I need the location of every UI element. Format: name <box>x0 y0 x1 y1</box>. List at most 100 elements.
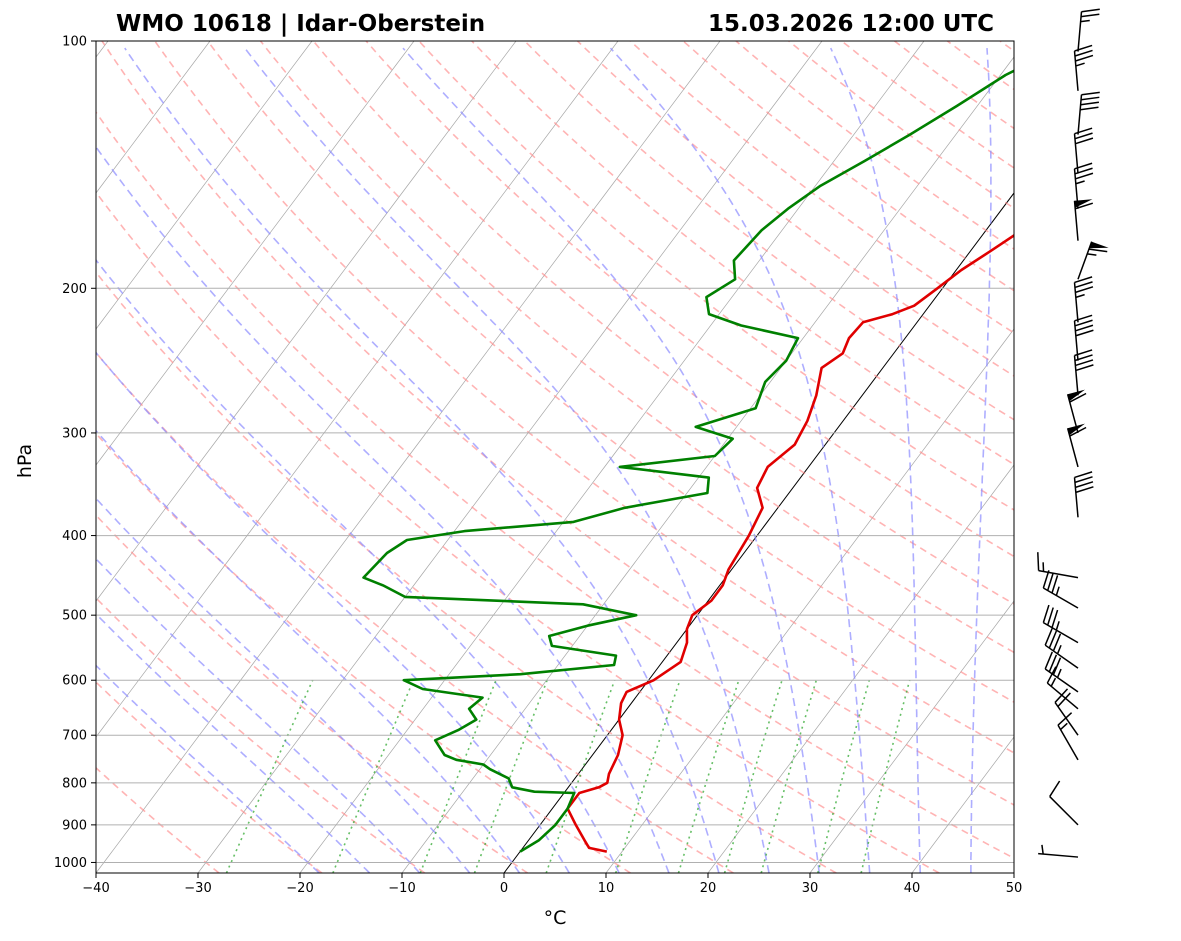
chart-title-datetime: 15.03.2026 12:00 UTC <box>708 11 994 37</box>
x-tick-label: −30 <box>184 881 211 896</box>
x-tick-label: 40 <box>904 881 921 896</box>
isotherm-line <box>197 41 823 873</box>
dry-adiabat-line <box>96 190 940 873</box>
dry-adiabat-line <box>154 41 1014 754</box>
isotherm-line <box>809 600 1014 873</box>
y-tick-label: 400 <box>62 529 87 544</box>
wind-barb-half-flag <box>1087 253 1097 256</box>
x-tick-label: 10 <box>598 881 615 896</box>
wind-barb <box>1073 471 1094 518</box>
wind-barb-half-flag <box>1055 621 1060 631</box>
wind-barb-shaft <box>1044 668 1079 693</box>
wind-barb-flag <box>1046 666 1057 684</box>
wind-barb-shaft <box>1077 241 1093 280</box>
wind-barbs <box>1037 8 1109 858</box>
wind-barb-flag <box>1046 572 1054 591</box>
y-tick-label: 900 <box>62 818 87 833</box>
y-tick-label: 100 <box>62 35 87 50</box>
wind-barb-flag <box>1080 106 1099 111</box>
moist-adiabat-line <box>96 258 620 873</box>
wind-barb-shaft <box>1038 569 1079 579</box>
wind-barb-half-flag <box>1055 586 1060 596</box>
wind-barb-flag <box>1075 324 1094 332</box>
y-tick-label: 300 <box>62 426 87 441</box>
x-tick-label: −40 <box>82 881 109 896</box>
x-tick-label: 20 <box>700 881 717 896</box>
moist-adiabat-line <box>96 429 521 873</box>
mixing-ratio-line <box>473 679 548 873</box>
x-axis-ticks: −40 −30 −20 −10 0 10 20 30 40 50 <box>82 873 1022 896</box>
moist-adiabat-line <box>96 497 471 873</box>
wind-barb-flag <box>1052 633 1062 652</box>
dry-adiabat-line <box>206 41 1014 704</box>
wind-barb-flag <box>1074 49 1093 57</box>
y-tick-label: 200 <box>62 282 87 297</box>
wind-barb-half-flag <box>1075 293 1085 299</box>
wind-barb-flag <box>1042 570 1050 589</box>
wind-barb-flag <box>1081 91 1100 96</box>
wind-barb-flag <box>1074 319 1093 327</box>
chart-title-station: WMO 10618 | Idar-Oberstein <box>116 11 485 37</box>
wind-barb-shaft <box>1066 394 1079 434</box>
y-tick-label: 500 <box>62 609 87 624</box>
moist-adiabat-line <box>96 664 320 873</box>
isotherm-line <box>96 41 313 330</box>
wind-barb-flag <box>1075 137 1094 145</box>
wind-barb-shaft <box>1077 94 1083 135</box>
wind-barb-flag <box>1046 607 1054 626</box>
wind-barb <box>1057 712 1079 761</box>
wind-barb-flag <box>1080 96 1100 101</box>
wind-barb-shaft <box>1073 282 1079 323</box>
wind-barb-flag <box>1069 392 1087 403</box>
moist-adiabat-line <box>96 557 421 873</box>
wind-barb <box>1044 627 1079 669</box>
wind-barb-shaft <box>1038 852 1079 858</box>
dry-adiabat-line <box>418 41 1014 511</box>
wind-barb-flag <box>1081 8 1100 13</box>
mixing-ratio-line <box>860 679 911 873</box>
dry-adiabat-line <box>96 351 734 873</box>
wind-barb <box>1042 570 1079 609</box>
y-tick-label: 700 <box>62 729 87 744</box>
wind-barb-shaft <box>1073 133 1079 174</box>
profile-lines <box>362 69 1014 853</box>
wind-barb <box>1046 666 1079 710</box>
wind-barb-flag <box>1044 651 1053 670</box>
dry-adiabat-line <box>471 41 1014 466</box>
x-tick-label: −20 <box>286 881 313 896</box>
wind-barb-flag <box>1074 276 1093 284</box>
moist-adiabat-line <box>244 47 770 873</box>
wind-barb-flag <box>1075 329 1094 337</box>
wind-barb-flag <box>1057 692 1071 708</box>
mixing-ratio-line <box>332 679 415 873</box>
wind-barb-flag <box>1048 654 1058 673</box>
wind-barb-half-flag <box>1075 62 1085 67</box>
x-tick-label: −10 <box>388 881 415 896</box>
wind-barb-pennant <box>1067 389 1085 402</box>
y-axis-ticks: 1000 900 800 700 600 500 400 300 200 100 <box>54 35 96 871</box>
dry-adiabat-line <box>96 110 1014 860</box>
wind-barb <box>1038 844 1079 858</box>
y-axis-label: hPa <box>14 444 36 478</box>
wind-barb <box>1042 604 1079 644</box>
wind-barb-shaft <box>1077 11 1083 52</box>
wind-barb-half-flag <box>1056 644 1062 655</box>
dry-adiabat-line <box>682 41 1014 292</box>
wind-barb-flag <box>1075 359 1094 367</box>
moist-adiabat-line <box>402 47 821 873</box>
wind-barb-flag <box>1044 627 1053 646</box>
wind-barb-flag <box>1074 476 1093 484</box>
wind-barb-shaft <box>1073 168 1079 209</box>
isotherm-line <box>707 464 1014 873</box>
wind-barb-flag <box>1049 780 1061 797</box>
wind-barb-flag <box>1075 172 1094 180</box>
y-tick-label: 600 <box>62 674 87 689</box>
wind-barb-flag <box>1074 132 1093 140</box>
wind-barb <box>1077 8 1100 52</box>
wind-barb-half-flag <box>1080 19 1090 23</box>
wind-barb <box>1073 162 1094 209</box>
wind-barb-shaft <box>1073 355 1079 396</box>
wind-barb-shaft <box>1066 428 1079 468</box>
isotherm-line <box>96 41 415 466</box>
